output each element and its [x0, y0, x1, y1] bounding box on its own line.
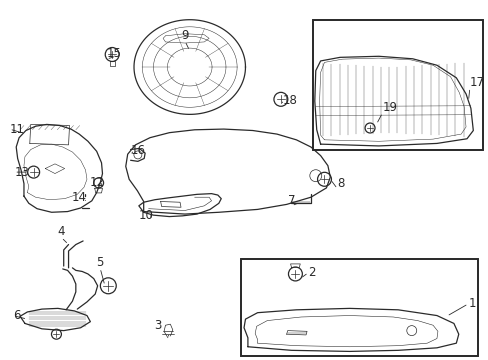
Text: 14: 14 — [72, 191, 86, 204]
Text: 12: 12 — [90, 176, 105, 189]
Text: 4: 4 — [58, 225, 65, 238]
Bar — [240, 259, 477, 356]
Text: 2: 2 — [308, 266, 315, 279]
Text: 18: 18 — [282, 94, 297, 107]
Text: 3: 3 — [154, 319, 162, 332]
Text: 17: 17 — [469, 76, 484, 89]
Text: 5: 5 — [96, 256, 103, 269]
Text: 1: 1 — [468, 297, 475, 310]
Bar — [240, 259, 477, 356]
Text: 11: 11 — [9, 122, 24, 136]
Text: 13: 13 — [14, 166, 29, 179]
Text: 16: 16 — [130, 144, 145, 157]
Text: 10: 10 — [139, 209, 153, 222]
Bar — [313, 21, 482, 149]
Text: 9: 9 — [181, 29, 188, 42]
Text: 15: 15 — [106, 47, 121, 60]
Text: 19: 19 — [382, 101, 397, 114]
Text: 7: 7 — [287, 194, 295, 207]
Text: 6: 6 — [13, 309, 20, 322]
Text: 8: 8 — [337, 177, 344, 190]
Bar — [313, 21, 482, 149]
